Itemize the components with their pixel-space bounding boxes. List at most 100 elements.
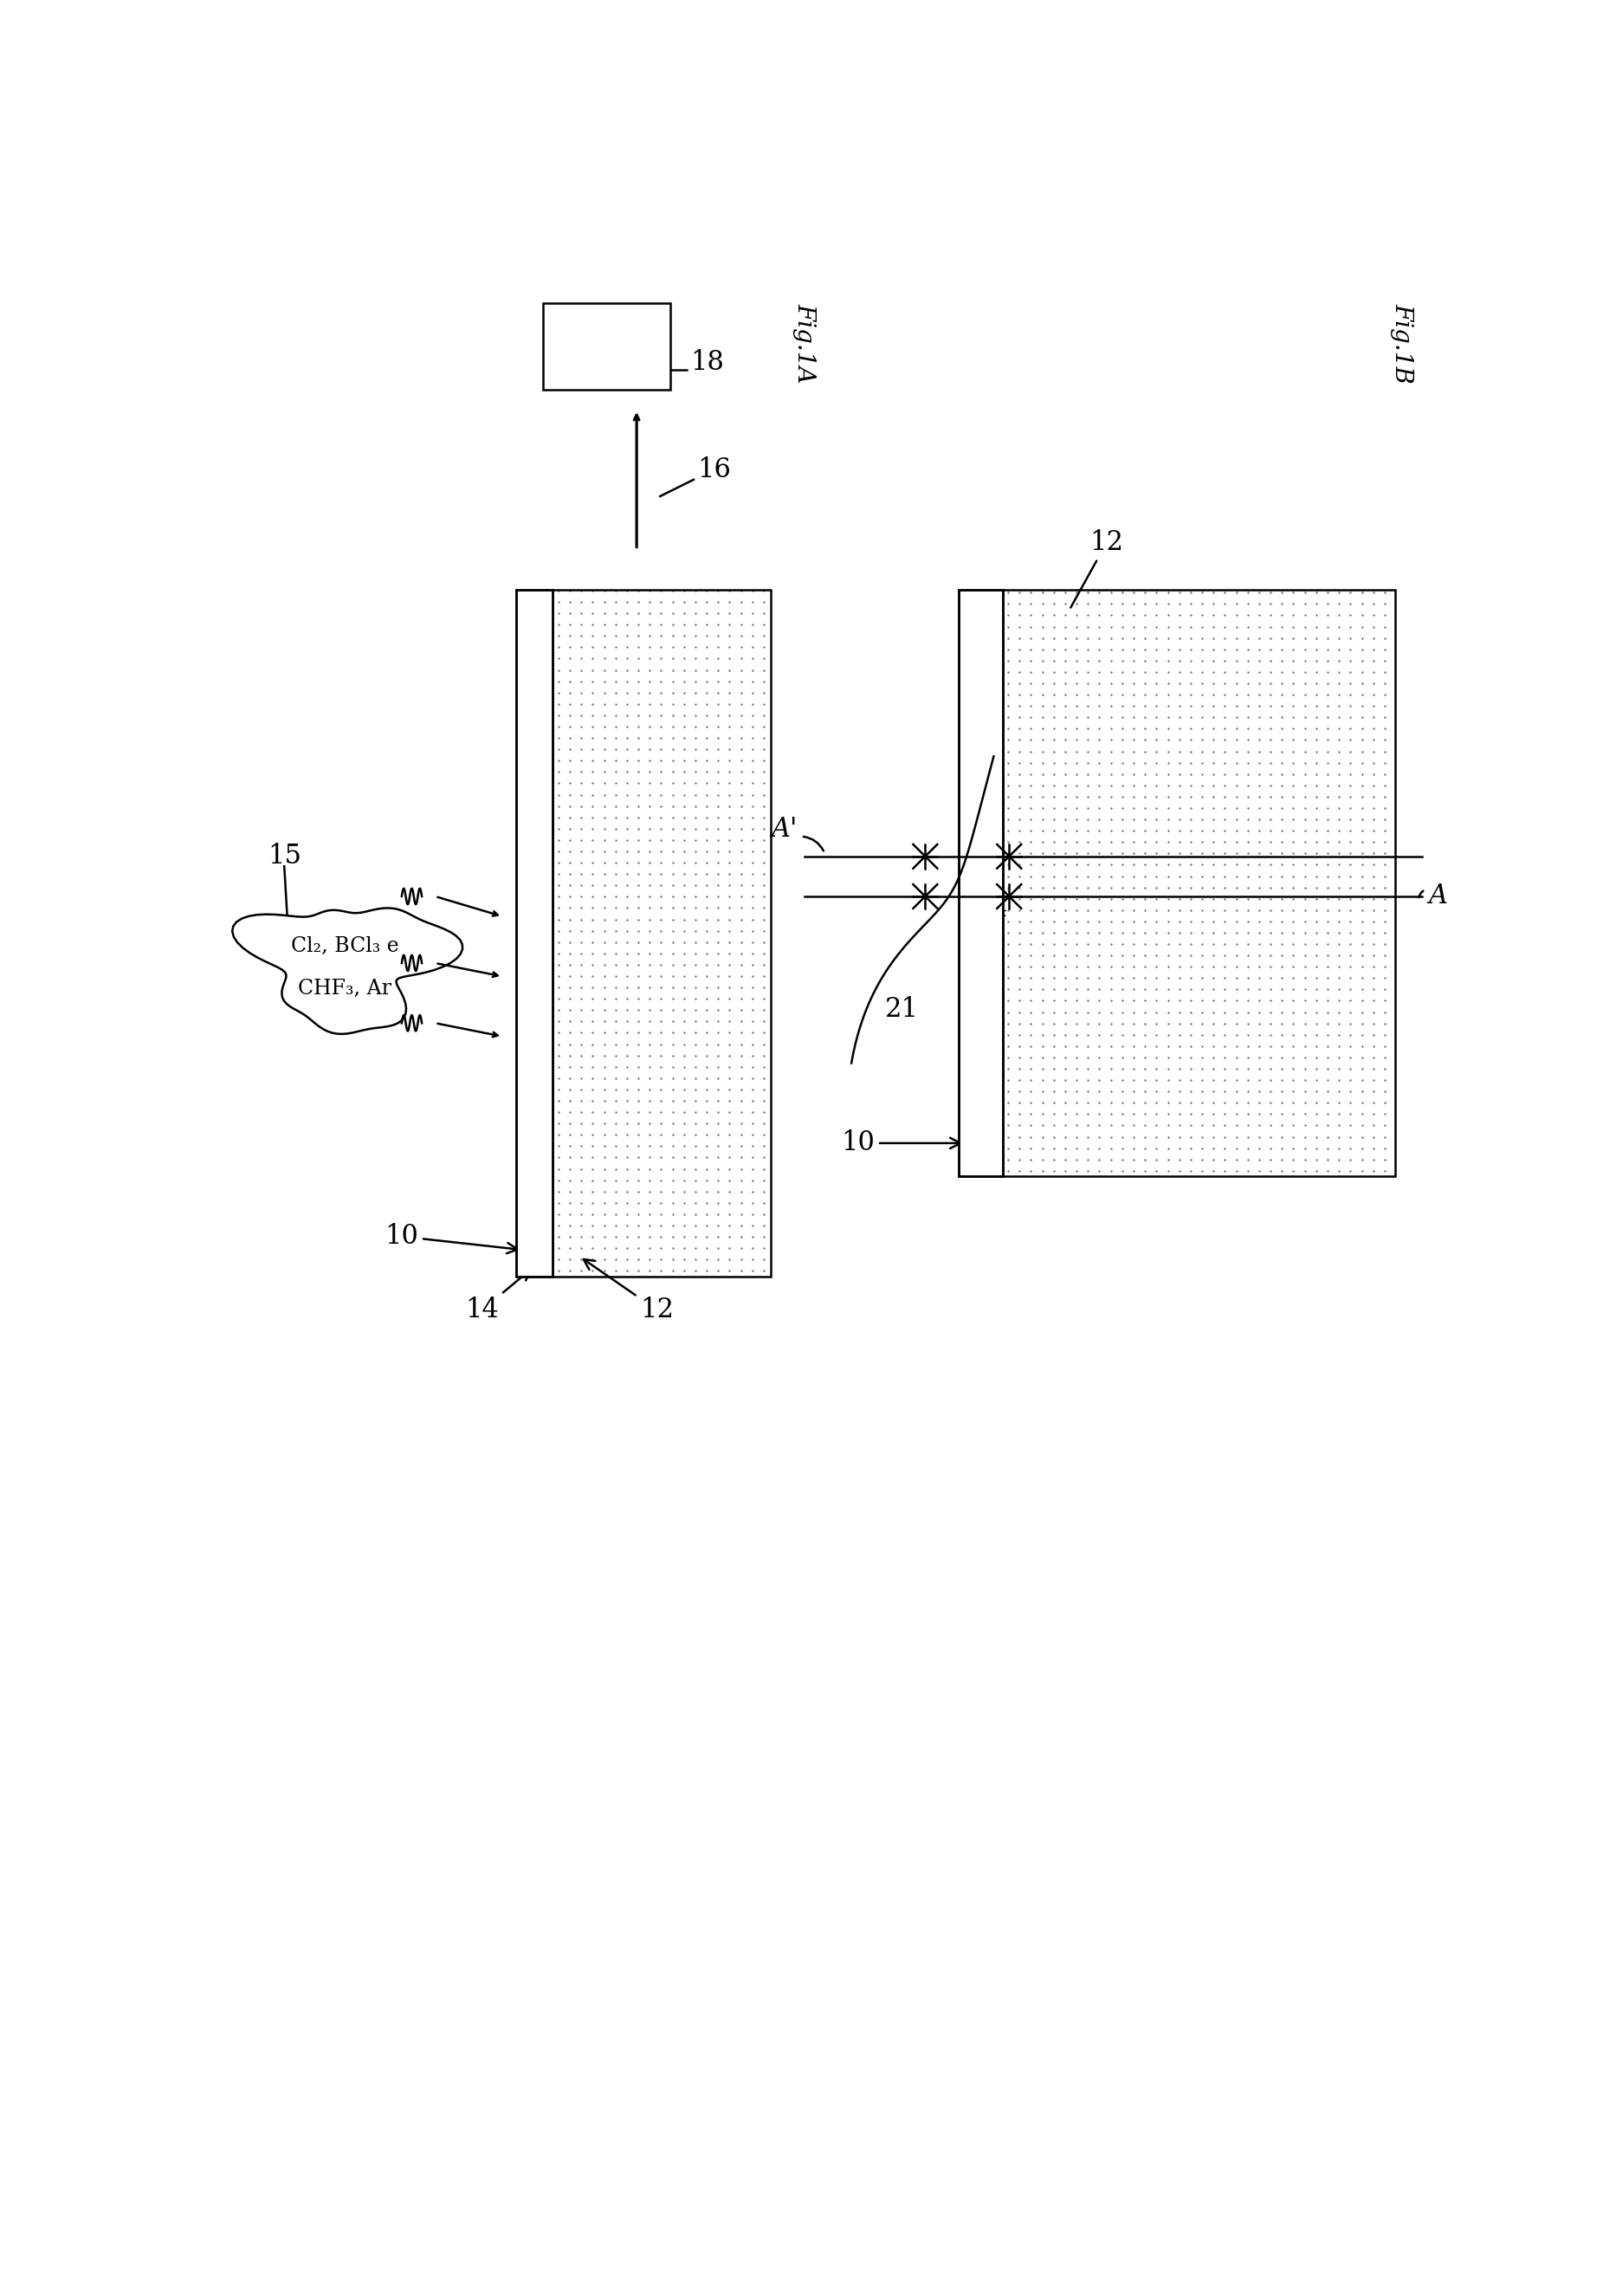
Point <box>1292 744 1318 781</box>
Point <box>545 776 571 813</box>
Point <box>648 719 673 755</box>
Point <box>660 742 686 778</box>
Point <box>625 595 651 631</box>
Point <box>1314 643 1340 680</box>
Point <box>1350 631 1375 668</box>
Point <box>614 1072 640 1109</box>
Point <box>1337 1006 1363 1042</box>
Point <box>1303 778 1329 815</box>
Point <box>739 810 765 847</box>
Point <box>1201 1061 1226 1097</box>
Point <box>569 980 595 1017</box>
Point <box>1167 994 1193 1031</box>
Point <box>995 1095 1021 1132</box>
Point <box>1007 631 1032 668</box>
Point <box>1258 1141 1284 1178</box>
Point <box>1281 1118 1306 1155</box>
Point <box>1361 902 1387 939</box>
Point <box>750 1231 776 1267</box>
Point <box>1143 585 1169 622</box>
Point <box>545 652 571 689</box>
Point <box>1372 574 1398 611</box>
Point <box>1326 879 1351 916</box>
Point <box>1029 677 1055 714</box>
Point <box>603 687 628 723</box>
Point <box>614 675 640 712</box>
Point <box>660 595 686 631</box>
Point <box>1156 1017 1181 1054</box>
Point <box>1132 1118 1157 1155</box>
Point <box>569 992 595 1029</box>
Point <box>1098 902 1124 939</box>
Point <box>1018 677 1044 714</box>
Point <box>1167 801 1193 838</box>
Point <box>1201 960 1226 996</box>
Point <box>625 810 651 847</box>
Point <box>545 1049 571 1086</box>
Point <box>728 606 753 643</box>
Point <box>750 687 776 723</box>
Point <box>1040 1017 1066 1054</box>
Point <box>1350 1141 1375 1178</box>
Point <box>1120 709 1146 746</box>
Point <box>705 1003 731 1040</box>
Point <box>1007 937 1032 974</box>
Point <box>1350 767 1375 804</box>
Point <box>717 957 742 994</box>
Point <box>1167 971 1193 1008</box>
Point <box>1167 620 1193 657</box>
Point <box>672 912 697 948</box>
Point <box>648 1150 673 1187</box>
Point <box>1156 1072 1181 1109</box>
Point <box>592 1162 617 1199</box>
Point <box>1132 1049 1157 1086</box>
Point <box>1292 1040 1318 1077</box>
Point <box>1018 847 1044 884</box>
Point <box>705 992 731 1029</box>
Point <box>1223 687 1249 723</box>
Point <box>1326 687 1351 723</box>
Point <box>1201 948 1226 985</box>
Point <box>694 1231 720 1267</box>
Point <box>750 799 776 836</box>
Point <box>1223 836 1249 872</box>
Point <box>636 788 662 824</box>
Point <box>569 675 595 712</box>
Point <box>636 664 662 700</box>
Point <box>592 810 617 847</box>
Point <box>672 652 697 689</box>
Point <box>1326 608 1351 645</box>
Point <box>1178 1107 1204 1143</box>
Point <box>1270 914 1295 951</box>
Point <box>569 889 595 925</box>
Point <box>1076 1130 1101 1166</box>
Point <box>739 946 765 983</box>
Point <box>1143 960 1169 996</box>
Point <box>569 765 595 801</box>
Point <box>1234 1084 1260 1120</box>
Point <box>1109 1118 1135 1155</box>
Point <box>1098 813 1124 850</box>
Point <box>1018 778 1044 815</box>
Point <box>1292 994 1318 1031</box>
Point <box>636 879 662 916</box>
Point <box>1234 824 1260 861</box>
Point <box>1132 1072 1157 1109</box>
Point <box>1007 666 1032 703</box>
Point <box>1281 767 1306 804</box>
Point <box>694 652 720 689</box>
Point <box>569 652 595 689</box>
Point <box>717 776 742 813</box>
Point <box>672 1026 697 1063</box>
Point <box>1223 677 1249 714</box>
Point <box>717 810 742 847</box>
Point <box>683 1003 709 1040</box>
Point <box>592 675 617 712</box>
Point <box>750 1104 776 1141</box>
Point <box>580 742 606 778</box>
Point <box>1234 1072 1260 1109</box>
Point <box>1029 620 1055 657</box>
Point <box>1326 631 1351 668</box>
Point <box>1303 1153 1329 1189</box>
Point <box>569 730 595 767</box>
